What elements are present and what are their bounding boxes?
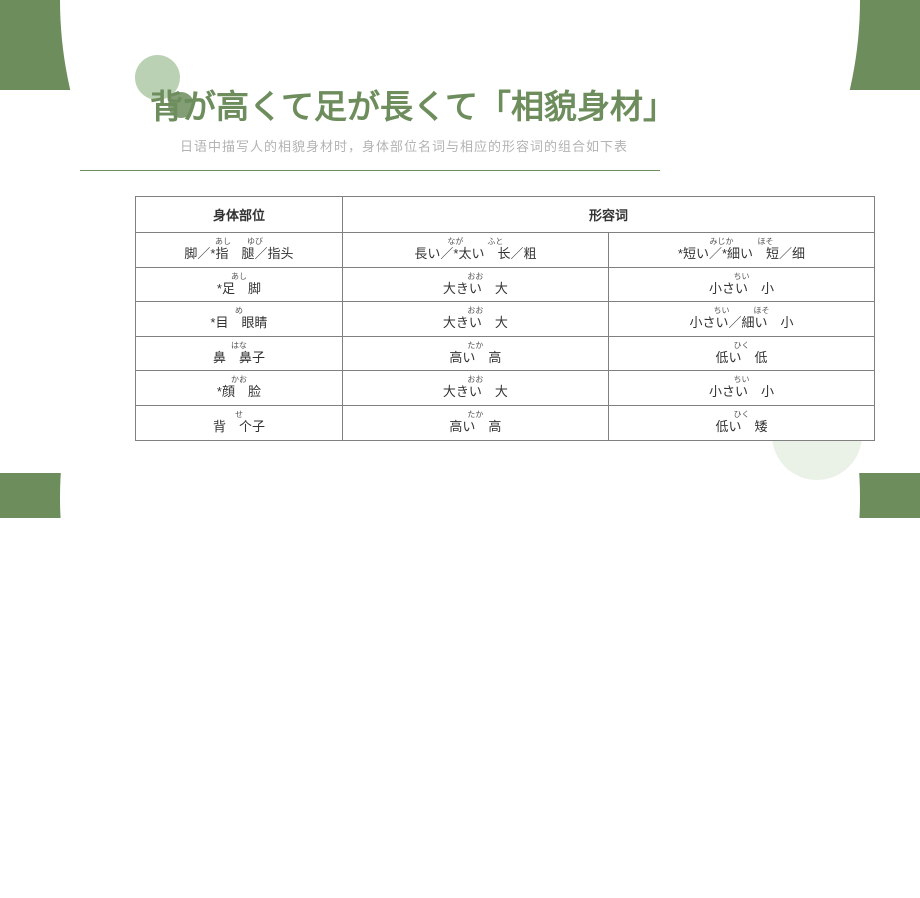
adjective-cell-2: みじか ほそ*短い／*細い 短／细 <box>608 233 874 268</box>
adjective-cell-2: ちい ほそ小さい／細い 小 <box>608 302 874 337</box>
adjective-cell-2: ひく低い 矮 <box>608 405 874 440</box>
table-header-row: 身体部位 形容词 <box>136 197 875 233</box>
adjective-cell-1: おお大きい 大 <box>342 302 608 337</box>
table-row: かお*顔 脸おお大きい 大ちい小さい 小 <box>136 371 875 406</box>
adjective-cell-2: ひく低い 低 <box>608 336 874 371</box>
adjective-cell-2: ちい小さい 小 <box>608 267 874 302</box>
page-title: 背が高くて足が長くて「相貌身材」 <box>150 80 870 128</box>
body-part-cell: め*目 眼睛 <box>136 302 343 337</box>
adjective-cell-1: おお大きい 大 <box>342 267 608 302</box>
body-part-cell: あし*足 脚 <box>136 267 343 302</box>
table-row: あし*足 脚おお大きい 大ちい小さい 小 <box>136 267 875 302</box>
divider-line <box>80 170 660 171</box>
table-row: あし ゆび脚／*指 腿／指头なが ふと長い／*太い 长／粗みじか ほそ*短い／*… <box>136 233 875 268</box>
adjective-cell-1: たか高い 高 <box>342 336 608 371</box>
adjective-cell-2: ちい小さい 小 <box>608 371 874 406</box>
adjective-cell-1: おお大きい 大 <box>342 371 608 406</box>
table-row: はな鼻 鼻子たか高い 高ひく低い 低 <box>136 336 875 371</box>
adjective-cell-1: たか高い 高 <box>342 405 608 440</box>
table-row: め*目 眼睛おお大きい 大ちい ほそ小さい／細い 小 <box>136 302 875 337</box>
main-content: 背が高くて足が長くて「相貌身材」 日语中描写人的相貌身材时，身体部位名词与相应的… <box>0 0 920 441</box>
header-body-part: 身体部位 <box>136 197 343 233</box>
body-part-cell: かお*顔 脸 <box>136 371 343 406</box>
body-part-cell: はな鼻 鼻子 <box>136 336 343 371</box>
table-container: 身体部位 形容词 あし ゆび脚／*指 腿／指头なが ふと長い／*太い 长／粗みじ… <box>135 196 875 441</box>
body-part-cell: あし ゆび脚／*指 腿／指头 <box>136 233 343 268</box>
page-subtitle: 日语中描写人的相貌身材时，身体部位名词与相应的形容词的组合如下表 <box>180 136 870 155</box>
header-adjective: 形容词 <box>342 197 874 233</box>
body-parts-table: 身体部位 形容词 あし ゆび脚／*指 腿／指头なが ふと長い／*太い 长／粗みじ… <box>135 196 875 441</box>
body-part-cell: せ背 个子 <box>136 405 343 440</box>
table-row: せ背 个子たか高い 高ひく低い 矮 <box>136 405 875 440</box>
adjective-cell-1: なが ふと長い／*太い 长／粗 <box>342 233 608 268</box>
